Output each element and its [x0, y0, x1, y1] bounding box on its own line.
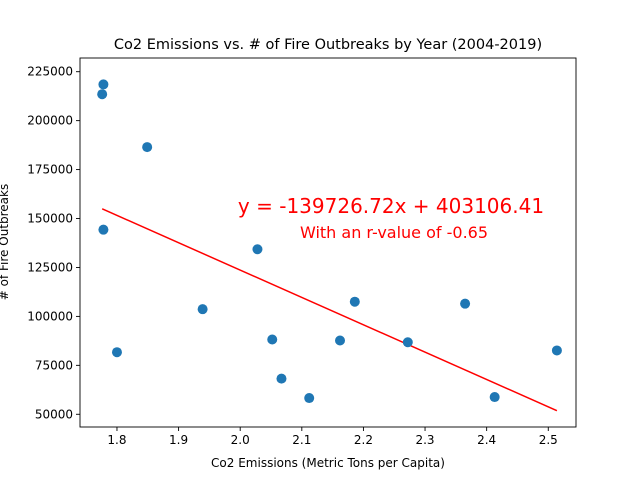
y-tick-label: 125000 — [27, 260, 73, 274]
y-tick-label: 75000 — [35, 358, 73, 372]
x-tick-label: 2.5 — [539, 433, 558, 447]
scatter-point — [304, 393, 315, 404]
regression-equation: y = -139726.72x + 403106.41 — [238, 194, 544, 218]
x-tick-label: 2.0 — [231, 433, 250, 447]
plot-area — [79, 57, 577, 428]
y-axis: 50000 75000 100000 125000 150000 175000 200000… — [27, 65, 80, 421]
scatter-point — [111, 347, 122, 358]
scatter-point — [97, 89, 108, 100]
x-tick-label: 2.3 — [415, 433, 434, 447]
scatter-point — [98, 224, 109, 235]
data-points — [97, 79, 562, 404]
regression-line — [101, 208, 558, 412]
scatter-point — [252, 244, 263, 255]
y-tick-label: 100000 — [27, 309, 73, 323]
x-tick-label: 2.1 — [292, 433, 311, 447]
scatter-point — [489, 392, 500, 403]
scatter-point — [335, 335, 346, 346]
scatter-point — [349, 296, 360, 307]
scatter-point — [142, 142, 153, 153]
chart-title: Co2 Emissions vs. # of Fire Outbreaks by… — [114, 37, 542, 53]
r-value-annotation: With an r-value of -0.65 — [300, 223, 488, 242]
x-tick-label: 2.2 — [354, 433, 373, 447]
x-tick-label: 2.4 — [477, 433, 496, 447]
y-tick-label: 225000 — [27, 65, 73, 79]
x-tick-label: 1.9 — [169, 433, 188, 447]
x-tick-label: 1.8 — [107, 433, 126, 447]
scatter-point — [267, 334, 278, 345]
y-axis-label: # of Fire Outbreaks — [0, 184, 11, 300]
scatter-point — [460, 298, 471, 309]
scatter-point — [551, 345, 562, 356]
scatter-point — [276, 373, 287, 384]
y-tick-label: 150000 — [27, 212, 73, 226]
scatter-point — [98, 79, 109, 90]
y-tick-label: 50000 — [35, 407, 73, 421]
scatter-point — [402, 337, 413, 348]
regression-line-group — [101, 208, 558, 412]
scatter-point — [197, 304, 208, 315]
y-tick-label: 175000 — [27, 163, 73, 177]
y-tick-label: 200000 — [27, 114, 73, 128]
x-axis-label: Co2 Emissions (Metric Tons per Capita) — [211, 456, 445, 470]
x-axis: 1.8 1.9 2.0 2.1 2.2 2.3 2.4 2.5 — [107, 427, 558, 447]
